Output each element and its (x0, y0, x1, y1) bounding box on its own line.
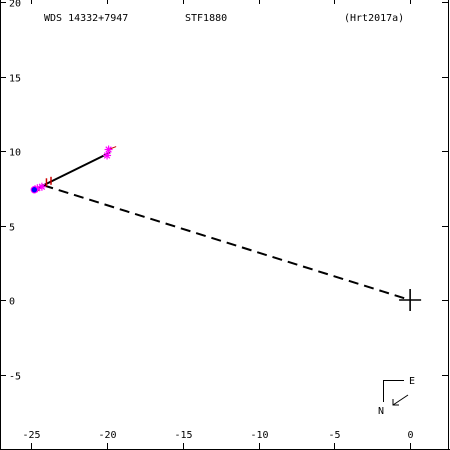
x-tick-label: -10 (250, 430, 268, 441)
primary-layer (399, 289, 422, 311)
y-tick-label: 10 (9, 148, 21, 159)
y-axis-ticks: 20 15 10 5 0 -5 (0, 0, 448, 383)
compass-direction-arrow (392, 394, 409, 406)
x-tick-label: -20 (98, 430, 116, 441)
y-tick-label: 15 (9, 74, 21, 85)
x-tick-label: 0 (407, 430, 413, 441)
observations-layer (30, 145, 113, 194)
dashed-connector-line (43, 184, 411, 301)
observation-stroke (105, 146, 112, 153)
y-tick-label: -5 (9, 372, 21, 383)
header-wds-id: WDS 14332+7947 (44, 13, 128, 24)
observation-point (103, 151, 112, 160)
compass-east-label: E (409, 376, 415, 387)
x-tick-label: -5 (328, 430, 340, 441)
x-tick-label: -15 (174, 430, 192, 441)
x-tick-label: -25 (22, 430, 40, 441)
predicted-position-dot (30, 186, 39, 194)
header-star-name: STF1880 (185, 13, 227, 24)
y-tick-label: 5 (9, 223, 15, 234)
x-axis-ticks: -25 -20 -15 -10 -5 0 (22, 0, 414, 449)
connector-layer (43, 184, 411, 301)
observation-point (104, 145, 113, 154)
observation-stroke (103, 152, 111, 159)
header-reference: (Hrt2017a) (344, 13, 404, 24)
y-tick-label: 0 (9, 297, 15, 308)
compass: E N (378, 376, 415, 417)
compass-north-label: N (378, 406, 384, 417)
y-tick-label: 20 (9, 0, 21, 10)
